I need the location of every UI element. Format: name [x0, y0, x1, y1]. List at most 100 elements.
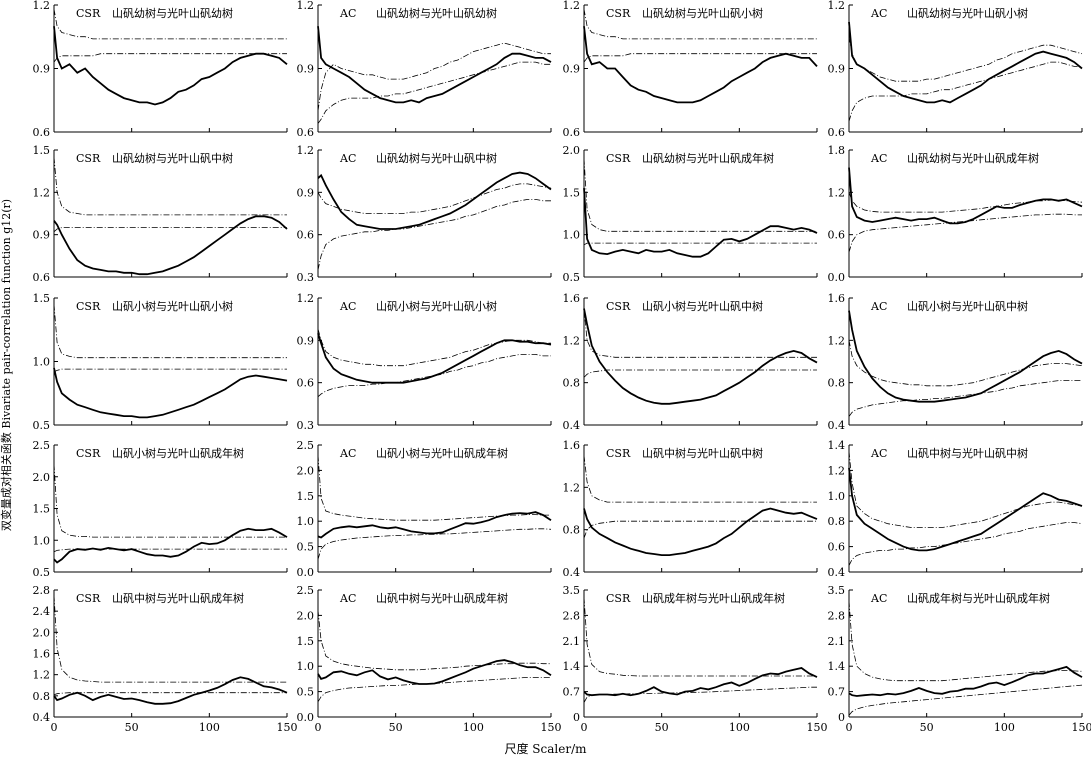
panel-17-model-label: CSR: [76, 592, 101, 605]
panel-3-model-label: CSR: [606, 7, 631, 20]
panel-2-observed-line: [317, 26, 552, 104]
panel-18-lower-line: [317, 677, 551, 703]
panel-5-y-tick-label: 0.6: [33, 271, 51, 284]
panel-4-lower-line: [848, 61, 1082, 122]
panel-6-upper-line: [317, 183, 552, 214]
panel-5-y-tick-label: 0.9: [33, 229, 51, 242]
panel-19-y-tick-label: 0.7: [563, 686, 581, 699]
panel-18-x-tick-label: 50: [389, 721, 403, 734]
panel-18-y-tick-label: 2.0: [297, 609, 315, 622]
panel-17-y-tick-label: 0.4: [33, 711, 51, 724]
panel-12-y-tick-label: 1.6: [828, 292, 846, 305]
panel-20-upper-line: [848, 600, 1083, 682]
panel-19-title: 山矾成年树与光叶山矾成年树: [642, 591, 785, 605]
panel-15-observed-line: [583, 507, 818, 556]
panel-2-y-tick-label: 0.6: [297, 126, 315, 139]
panel-1-lower-line: [53, 53, 287, 63]
panel-19-x-tick-label: 0: [581, 721, 588, 734]
panel-17-title: 山矾中树与光叶山矾成年树: [112, 591, 244, 605]
panel-2-lower-line: [317, 61, 551, 124]
panel-17-x-tick-label: 100: [199, 721, 220, 734]
panel-11-title: 山矾小树与光叶山矾中树: [642, 299, 763, 313]
panel-20-lower-line: [848, 684, 1083, 716]
panel-19-y-tick-label: 1.4: [563, 660, 581, 673]
panel-19-observed-line: [583, 667, 818, 697]
panel-13-y-tick-label: 2.5: [33, 439, 51, 452]
panel-9-y-tick-label: 1.5: [33, 292, 51, 305]
panel-7-y-tick-label: 1.5: [563, 186, 581, 199]
panel-16-y-tick-label: 1.0: [828, 490, 846, 503]
panel-8-upper-line: [848, 192, 1083, 213]
panel-1-y-tick-label: 0.9: [33, 63, 51, 76]
panel-4-observed-line: [848, 21, 1083, 104]
panel-6-y-tick-label: 0.9: [297, 186, 315, 199]
panel-13-lower-line: [53, 548, 287, 553]
panel-20-x-tick-label: 100: [994, 721, 1015, 734]
panel-6-y-tick-label: 0.3: [297, 271, 315, 284]
panel-7-upper-line: [583, 158, 817, 232]
panel-20-y-tick-label: 0.7: [828, 686, 846, 699]
panel-19-x-tick-label: 100: [729, 721, 750, 734]
panel-19-lower-line: [583, 686, 817, 703]
panel-13-upper-line: [53, 463, 287, 538]
panel-18-title: 山矾中树与光叶山矾成年树: [376, 591, 508, 605]
y-axis-label: 双变量成对相关函数 Bivariate pair-correlation fun…: [0, 198, 13, 532]
panel-5-upper-line: [53, 157, 287, 216]
panel-14-lower-line: [317, 528, 552, 560]
panel-6-lower-line: [317, 199, 551, 270]
panel-4-y-tick-label: 0.6: [828, 126, 846, 139]
panel-2-model-label: AC: [339, 7, 356, 20]
panel-17-x-tick-label: 0: [51, 721, 58, 734]
panel-14-y-tick-label: 2.0: [297, 464, 315, 477]
panel-17-y-tick-label: 2.0: [33, 626, 51, 639]
panel-8-model-label: AC: [870, 152, 887, 165]
panel-7-lower-line: [583, 242, 817, 246]
panel-16-y-tick-label: 0.4: [828, 566, 846, 579]
panel-4-y-tick-label: 0.9: [828, 63, 846, 76]
panel-20-y-tick-label: 2.1: [828, 635, 846, 648]
panel-13-y-tick-label: 2.0: [33, 471, 51, 484]
panel-10-upper-line: [317, 328, 551, 367]
panel-5-y-tick-label: 1.5: [33, 144, 51, 157]
panel-7-observed-line: [583, 188, 818, 258]
x-axis-label: 尺度 Scaler/m: [504, 742, 587, 756]
panel-15-y-tick-label: 1.2: [563, 481, 581, 494]
panel-1-observed-line: [53, 26, 288, 106]
panel-10-lower-line: [317, 354, 551, 398]
panel-16-upper-line: [848, 451, 1083, 528]
panel-12-y-tick-label: 0.4: [828, 419, 846, 432]
panel-16-y-tick-label: 0.6: [828, 541, 846, 554]
panel-14-y-tick-label: 2.5: [297, 439, 315, 452]
panel-5-title: 山矾幼树与光叶山矾中树: [112, 151, 233, 165]
panel-15-y-tick-label: 0.8: [563, 524, 581, 537]
panel-17-y-tick-label: 2.8: [33, 584, 51, 597]
panel-19-y-tick-label: 2.8: [563, 609, 581, 622]
panel-15-model-label: CSR: [606, 447, 631, 460]
panel-11-y-tick-label: 0.4: [563, 419, 581, 432]
panel-16-model-label: AC: [870, 447, 887, 460]
panel-6-y-tick-label: 1.2: [297, 144, 315, 157]
panel-10-y-tick-label: 0.3: [297, 419, 315, 432]
panel-16-y-tick-label: 0.8: [828, 515, 846, 528]
panel-14-title: 山矾小树与光叶山矾成年树: [376, 446, 508, 460]
panel-1-y-tick-label: 0.6: [33, 126, 51, 139]
panel-18-y-tick-label: 1.0: [297, 660, 315, 673]
panel-9-y-tick-label: 0.5: [33, 419, 51, 432]
panel-17-observed-line: [53, 676, 288, 705]
panel-18-model-label: AC: [339, 592, 356, 605]
panel-14-y-tick-label: 0.5: [297, 541, 315, 554]
panel-12-observed-line: [848, 310, 1083, 403]
panel-17-x-tick-label: 150: [277, 721, 298, 734]
panel-19-model-label: CSR: [606, 592, 631, 605]
panel-3-title: 山矾幼树与光叶山矾小树: [642, 6, 763, 20]
panel-12-y-tick-label: 1.2: [828, 334, 846, 347]
panel-13-observed-line: [53, 527, 288, 564]
panel-7-model-label: CSR: [606, 152, 631, 165]
panel-18-x-tick-label: 150: [541, 721, 562, 734]
panel-1-model-label: CSR: [76, 7, 101, 20]
panel-16-y-tick-label: 1.2: [828, 464, 846, 477]
panel-20-y-tick-label: 3.5: [828, 584, 846, 597]
panel-15-y-tick-label: 0.4: [563, 566, 581, 579]
panel-14-y-tick-label: 1.5: [297, 490, 315, 503]
